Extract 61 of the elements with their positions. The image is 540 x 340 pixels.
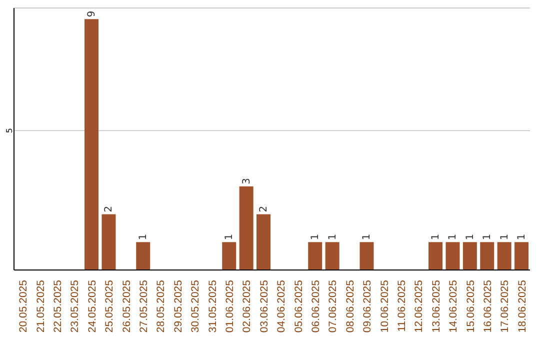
bar bbox=[514, 242, 529, 270]
x-tick-label: 04.06.2025 bbox=[276, 280, 288, 333]
x-tick-label: 26.05.2025 bbox=[120, 280, 133, 333]
data-label: 1 bbox=[516, 234, 528, 240]
data-label: 1 bbox=[430, 234, 442, 240]
x-tick-label: 28.05.2025 bbox=[155, 280, 168, 333]
x-tick-label: 25.05.2025 bbox=[104, 280, 116, 333]
x-tick-label: 23.05.2025 bbox=[69, 280, 82, 333]
x-tick-label: 06.06.2025 bbox=[310, 280, 322, 333]
x-tick-label: 13.06.2025 bbox=[430, 280, 442, 333]
bar bbox=[136, 242, 150, 270]
x-tick-label: 14.06.2025 bbox=[448, 280, 460, 333]
bar bbox=[84, 19, 99, 270]
bar bbox=[497, 242, 512, 270]
bar bbox=[102, 214, 116, 270]
data-label: 1 bbox=[464, 234, 476, 240]
bar bbox=[462, 242, 477, 270]
x-tick-label: 17.06.2025 bbox=[499, 280, 512, 333]
x-tick-label: 24.05.2025 bbox=[86, 280, 98, 333]
x-tick-label: 09.06.2025 bbox=[362, 280, 374, 333]
bar bbox=[308, 242, 322, 270]
x-tick-label: 08.06.2025 bbox=[344, 280, 356, 333]
data-label: 3 bbox=[241, 178, 252, 184]
data-label: 1 bbox=[224, 234, 236, 240]
data-label: 1 bbox=[138, 234, 150, 240]
x-tick-label: 07.06.2025 bbox=[327, 280, 340, 333]
bar bbox=[360, 242, 374, 270]
y-tick-label: 5 bbox=[5, 128, 14, 134]
data-label: 2 bbox=[258, 206, 270, 212]
data-label: 9 bbox=[86, 10, 98, 18]
data-label: 1 bbox=[448, 234, 459, 240]
bar bbox=[239, 186, 254, 270]
x-tick-label: 01.06.2025 bbox=[224, 280, 236, 333]
data-label: 1 bbox=[327, 234, 338, 240]
x-tick-label: 21.05.2025 bbox=[34, 280, 47, 333]
data-label: 1 bbox=[362, 234, 373, 240]
bar bbox=[446, 242, 460, 270]
x-tick-label: 20.05.2025 bbox=[18, 280, 30, 333]
x-tick-label: 12.06.2025 bbox=[413, 280, 426, 333]
x-tick-label: 11.06.2025 bbox=[396, 280, 408, 332]
x-tick-label: 31.05.2025 bbox=[206, 280, 219, 333]
data-label: 1 bbox=[499, 234, 510, 240]
x-tick-label: 15.06.2025 bbox=[464, 280, 477, 333]
bar bbox=[222, 242, 236, 270]
data-label: 1 bbox=[482, 234, 494, 240]
x-tick-label: 10.06.2025 bbox=[378, 280, 391, 333]
bar bbox=[325, 242, 340, 270]
x-tick-label: 29.05.2025 bbox=[172, 280, 184, 333]
bar bbox=[480, 242, 494, 270]
x-tick-label: 16.06.2025 bbox=[482, 280, 494, 333]
data-label: 1 bbox=[310, 234, 322, 240]
bar bbox=[428, 242, 443, 270]
bar bbox=[256, 214, 271, 270]
x-tick-label: 03.06.2025 bbox=[258, 280, 270, 333]
x-tick-label: 27.05.2025 bbox=[138, 280, 150, 333]
x-tick-label: 02.06.2025 bbox=[241, 280, 254, 333]
x-tick-label: 05.06.2025 bbox=[292, 280, 305, 333]
data-label: 2 bbox=[104, 206, 115, 212]
x-tick-label: 18.06.2025 bbox=[516, 280, 528, 333]
x-tick-label: 22.05.2025 bbox=[52, 280, 64, 333]
x-tick-label: 30.05.2025 bbox=[190, 280, 202, 333]
